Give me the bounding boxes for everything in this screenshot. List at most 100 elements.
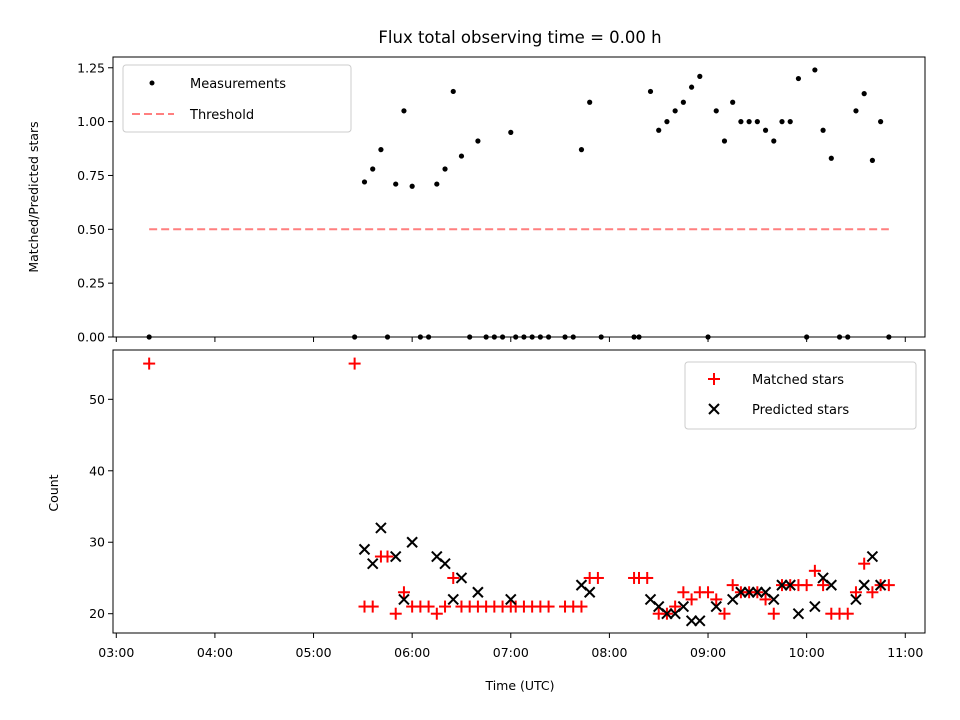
predicted-star-point [874,579,887,591]
measurement-point [861,91,867,97]
predicted-star-point [850,593,862,606]
matched-star-point [389,607,402,620]
predicted-star-point [472,586,484,598]
y-tick-label: 1.25 [77,60,105,75]
measurement-point [384,334,391,340]
matched-star-point [348,357,361,370]
legend-marker-matched [708,373,720,385]
predicted-star-point [710,600,722,613]
measurement-point [513,334,519,340]
y-tick-label: 0.75 [77,168,105,183]
measurement-point [771,138,777,144]
y-tick-label: 0.50 [77,222,105,237]
measurement-point [721,138,728,144]
measurement-point [886,334,892,340]
measurement-point [664,119,670,125]
matched-star-point [702,586,715,599]
predicted-star-point [735,586,747,598]
x-tick-label: 06:00 [394,645,430,660]
measurement-point [779,119,785,125]
measurement-point [787,119,793,125]
predicted-star-point [390,550,402,563]
x-tick-label: 11:00 [887,645,923,660]
measurement-point [450,88,456,95]
measurement-point [537,334,543,340]
matched-star-point [381,550,394,563]
predicted-star-point [866,550,879,563]
x-tick-label: 05:00 [296,645,332,660]
predicted-star-point [743,586,755,598]
x-tick-label: 03:00 [98,645,134,660]
matched-star-point [143,357,156,370]
y-tick-label: 30 [89,535,105,550]
predicted-star-point [685,615,698,627]
chart-title: Flux total observing time = 0.00 h [378,28,661,47]
measurement-point [656,127,662,133]
measurement-point [738,119,744,125]
matched-star-point [817,579,830,592]
legend-label-predicted: Predicted stars [752,403,849,418]
measurement-point [746,119,752,125]
matched-star-point [710,593,723,606]
measurement-point [425,334,432,340]
matched-star-point [718,607,731,620]
bottom-y-axis-label: Count [46,474,61,511]
measurement-point [361,179,368,185]
matched-star-point [591,571,604,584]
measurement-point [869,157,876,163]
matched-star-point [685,593,698,606]
predicted-star-point [809,600,821,613]
matched-star-point [882,579,895,592]
matched-star-point [439,600,452,613]
plot-frame [112,56,926,338]
predicted-star-point [825,579,838,591]
measurement-point [631,334,637,340]
predicted-star-point [661,607,673,620]
predicted-star-point [694,615,706,627]
measurement-point [483,334,489,340]
measurement-point [853,108,859,114]
measurement-point [475,138,481,144]
predicted-star-point [439,557,451,570]
measurement-point [730,99,736,105]
matched-star-point [767,607,780,620]
measurement-point [578,147,585,153]
predicted-star-point [858,579,870,591]
x-tick-label: 10:00 [789,645,825,660]
x-tick-label: 07:00 [493,645,529,660]
measurement-point [636,334,642,340]
predicted-star-point [447,593,459,606]
measurement-point [705,334,711,340]
measurement-point [508,129,514,135]
measurement-point [680,99,686,105]
measurement-point [762,127,769,133]
legend-label-threshold: Threshold [189,108,254,123]
matched-star-point [641,571,654,584]
measurement-point [672,108,678,114]
matched-star-point [422,600,435,613]
matched-star-point [841,607,854,620]
y-tick-label: 1.00 [77,114,105,129]
measurement-point [845,334,851,340]
measurement-point [491,334,497,340]
measurement-point [836,334,843,340]
measurement-point [458,153,465,159]
measurement-point [545,334,552,340]
measurement-point [499,334,506,340]
matched-star-point [677,586,690,599]
measurement-point [795,75,802,82]
predicted-star-point [784,579,796,591]
predicted-star-point [375,522,387,534]
predicted-star-point [677,600,690,613]
bottom-legend: Matched stars Predicted stars [684,361,917,430]
measurement-point [688,84,695,90]
matched-star-point [800,579,813,592]
matched-star-point [808,564,821,577]
predicted-star-point [406,536,418,548]
legend-marker-predicted [708,403,720,415]
matched-star-point [366,600,379,613]
measurement-point [647,88,654,95]
matched-star-point [726,579,739,592]
matched-star-point [430,607,443,620]
x-tick-label: 04:00 [197,645,233,660]
